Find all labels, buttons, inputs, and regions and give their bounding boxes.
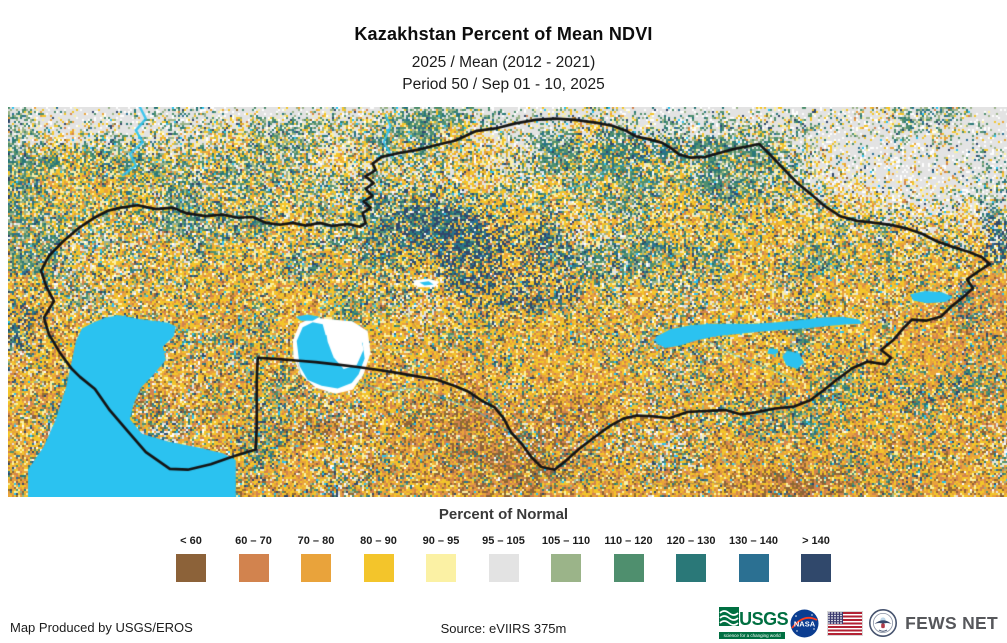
legend-swatch [738, 554, 769, 582]
header: Kazakhstan Percent of Mean NDVI 2025 / M… [0, 24, 1007, 98]
legend-swatch [613, 554, 644, 582]
us-flag-icon [827, 610, 864, 636]
legend-label: 80 – 90 [360, 535, 397, 547]
legend-item: 70 – 80 [285, 535, 348, 582]
legend-title: Percent of Normal [438, 506, 569, 523]
footer-source: Source: eVIIRS 375m [440, 621, 567, 636]
legend-item: < 60 [160, 535, 223, 582]
legend-row: < 60 60 – 70 70 – 80 80 – 90 90 – 95 95 – 105… [0, 535, 1007, 582]
legend-swatch [551, 554, 581, 582]
legend-item: 130 – 140 [722, 535, 785, 582]
legend-item: 80 – 90 [347, 535, 410, 582]
usgs-logo-text: USGS [739, 609, 789, 629]
legend-item: 60 – 70 [222, 535, 285, 582]
legend-label: 120 – 130 [666, 535, 716, 547]
legend-label: < 60 [180, 535, 202, 547]
header-subtitle-years: 2025 / Mean (2012 - 2021) [411, 54, 596, 71]
legend-swatch [426, 554, 456, 582]
state-department-seal-icon [869, 609, 898, 637]
legend-label: 60 – 70 [235, 535, 272, 547]
svg-text:NASA: NASA [794, 619, 816, 628]
legend-swatch [676, 554, 706, 582]
page-title: Kazakhstan Percent of Mean NDVI [354, 24, 653, 44]
legend-item: 110 – 120 [597, 535, 660, 582]
legend-swatch [801, 554, 831, 582]
footer-logos: USGS science for a changing world NASA [719, 607, 998, 639]
legend-item: 95 – 105 [472, 535, 535, 582]
usgs-tagline: science for a changing world [719, 632, 786, 639]
header-subtitle-period: Period 50 / Sep 01 - 10, 2025 [402, 76, 605, 93]
usgs-logo: USGS science for a changing world [719, 607, 789, 639]
legend-item: > 140 [785, 535, 848, 582]
legend-item: 105 – 110 [535, 535, 598, 582]
legend: Percent of Normal < 60 60 – 70 70 – 80 80 –… [0, 506, 1007, 582]
legend-swatch [238, 554, 269, 582]
legend-swatch [176, 554, 206, 582]
legend-swatch [488, 554, 519, 582]
legend-label: > 140 [802, 535, 830, 547]
legend-label: 90 – 95 [422, 535, 460, 547]
legend-swatch [301, 554, 331, 582]
fewsnet-logo-text: FEWS NET [905, 612, 998, 633]
legend-label: 130 – 140 [729, 535, 778, 547]
legend-label: 105 – 110 [541, 535, 591, 547]
legend-item: 120 – 130 [660, 535, 723, 582]
ndvi-map-canvas [8, 107, 1007, 497]
legend-label: 110 – 120 [604, 535, 653, 547]
legend-label: 95 – 105 [482, 535, 525, 547]
usgs-wave-icon [719, 607, 740, 631]
legend-label: 70 – 80 [297, 535, 335, 547]
footer-produced-by: Map Produced by USGS/EROS [10, 620, 193, 635]
nasa-logo-icon: NASA [790, 609, 819, 638]
legend-item: 90 – 95 [410, 535, 473, 582]
legend-swatch [363, 554, 394, 582]
